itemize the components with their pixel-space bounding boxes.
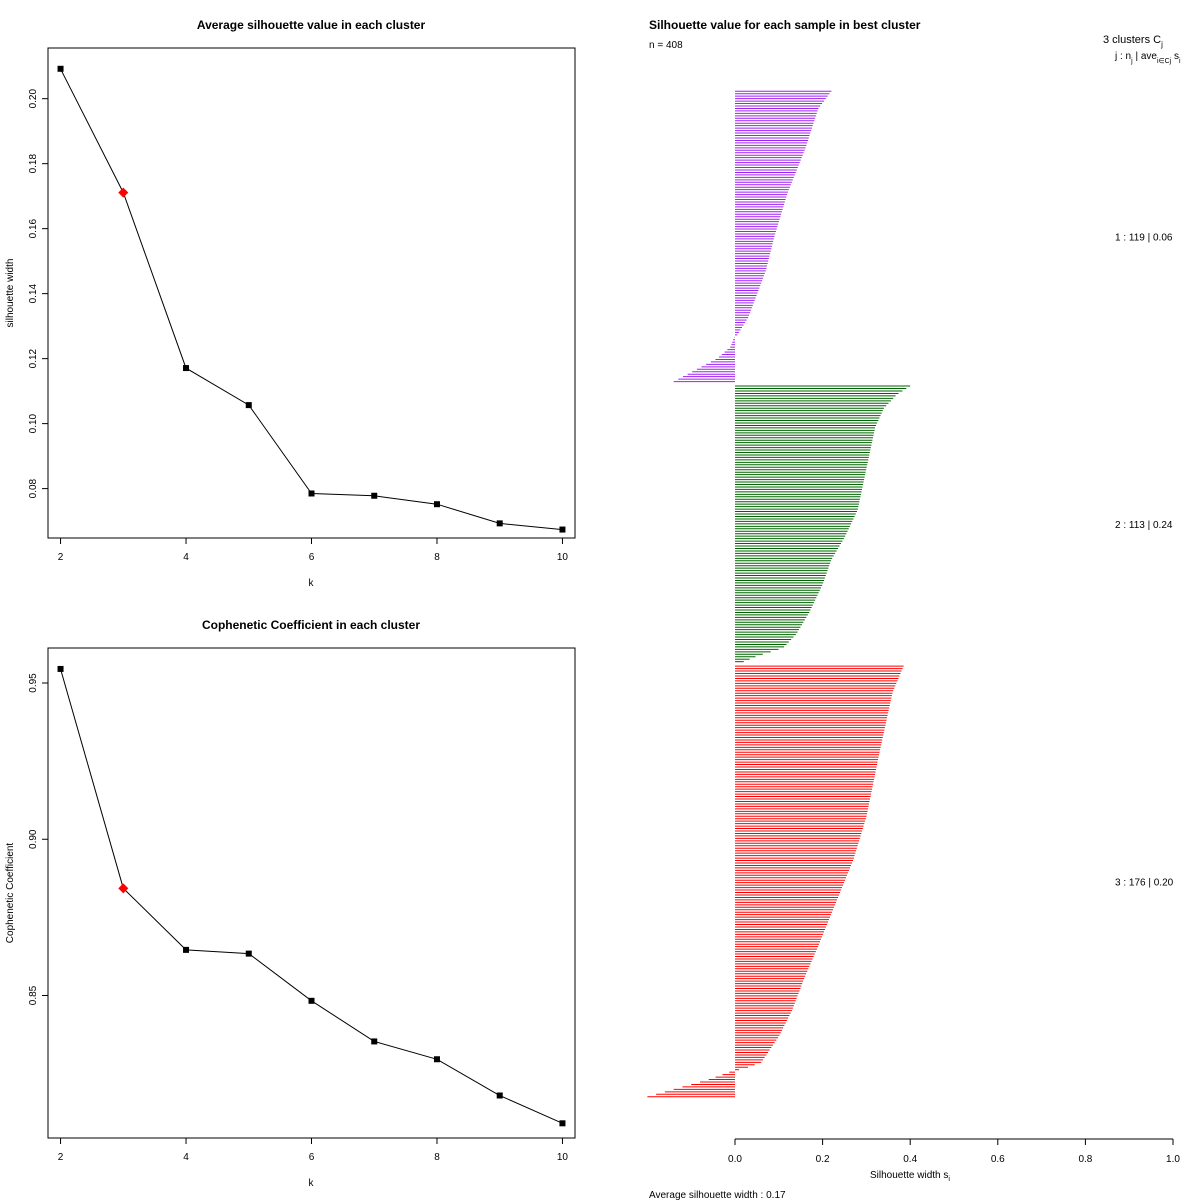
c1-data-point xyxy=(371,492,378,499)
c2-data-point xyxy=(371,1038,378,1045)
chart2-title: Cophenetic Coefficient in each cluster xyxy=(202,618,420,632)
c2-data-point xyxy=(245,950,252,957)
c1-data-point xyxy=(496,520,503,527)
chart3-n-label: n = 408 xyxy=(649,40,683,51)
c2-x-tick-label: 6 xyxy=(309,1152,315,1163)
c1-y-tick-label: 0.18 xyxy=(28,154,39,174)
c1-x-tick-label: 10 xyxy=(557,552,569,563)
c1-data-point xyxy=(57,65,64,72)
c2-data-point xyxy=(183,946,190,953)
c1-data-point xyxy=(245,402,252,409)
cluster-label: 1 : 119 | 0.06 xyxy=(1115,232,1173,243)
c1-y-tick-label: 0.16 xyxy=(28,218,39,238)
c2-y-tick-label: 0.95 xyxy=(28,673,39,693)
c1-y-tick-label: 0.10 xyxy=(28,413,39,433)
c2-data-point xyxy=(433,1056,440,1063)
chart1-y-label: silhouette width xyxy=(5,259,16,328)
chart3-x-tick-label: 0.6 xyxy=(991,1154,1005,1165)
c1-x-tick-label: 2 xyxy=(58,552,64,563)
chart1-y-axis: 0.08 0.10 0.12 0.14 0.16 0.18 0.20 xyxy=(28,89,48,498)
chart3-x-tick-label: 0.0 xyxy=(728,1154,742,1165)
cluster-label: 3 : 176 | 0.20 xyxy=(1115,877,1174,888)
c1-y-tick-label: 0.12 xyxy=(28,348,39,368)
chart2-y-label: Cophenetic Coefficient xyxy=(5,843,16,944)
chart3-x-tick-label: 0.4 xyxy=(903,1154,917,1165)
chart3-x-tick-label: 0.8 xyxy=(1078,1154,1092,1165)
c1-x-tick-label: 8 xyxy=(434,552,440,563)
cluster-label: 2 : 113 | 0.24 xyxy=(1115,520,1173,531)
chart3-average-summary: Average silhouette width : 0.17 xyxy=(649,1190,786,1200)
c2-x-tick-label: 10 xyxy=(557,1152,569,1163)
c2-x-tick-label: 2 xyxy=(58,1152,64,1163)
c1-y-tick-label: 0.20 xyxy=(28,89,39,109)
c1-y-tick-label: 0.14 xyxy=(28,283,39,303)
c1-highlight-point xyxy=(118,187,129,198)
chart2-y-axis: 0.85 0.90 0.95 xyxy=(28,673,48,1005)
c1-y-tick-label: 0.08 xyxy=(28,478,39,498)
silhouette-line-chart: Average silhouette value in each cluster… xyxy=(5,18,576,589)
chart3-x-label: Silhouette width si xyxy=(870,1170,950,1183)
c1-x-tick-label: 4 xyxy=(183,552,189,563)
chart3-cluster-labels: 1 : 119 | 0.06 2 : 113 | 0.24 3 : 176 | 0.… xyxy=(1115,232,1174,888)
chart1-x-label: k xyxy=(309,578,315,589)
chart3-x-axis: 0.0 0.2 0.4 0.6 0.8 1.0 xyxy=(728,1139,1180,1165)
c2-x-tick-label: 8 xyxy=(434,1152,440,1163)
c1-x-tick-label: 6 xyxy=(309,552,315,563)
c2-highlight-point xyxy=(118,883,129,894)
chart3-legend-header: 3 clusters Cj xyxy=(1103,34,1163,49)
c2-data-point xyxy=(57,665,64,672)
c2-y-tick-label: 0.85 xyxy=(28,985,39,1005)
cophenetic-line-chart: Cophenetic Coefficient in each cluster 2… xyxy=(5,618,576,1189)
chart2-x-axis: 2 4 6 8 10 xyxy=(58,1138,569,1163)
c2-data-point xyxy=(308,997,315,1004)
c2-y-tick-label: 0.90 xyxy=(28,829,39,849)
silhouette-bar-plot: Silhouette value for each sample in best… xyxy=(647,18,1181,1200)
chart3-x-tick-label: 1.0 xyxy=(1166,1154,1180,1165)
c1-data-point xyxy=(433,501,440,508)
chart3-title: Silhouette value for each sample in best… xyxy=(649,18,921,32)
chart2-points xyxy=(57,665,566,1127)
chart3-bars xyxy=(647,90,911,1098)
chart1-title: Average silhouette value in each cluster xyxy=(197,18,426,32)
chart1-plot-frame xyxy=(47,47,576,539)
c2-data-point xyxy=(496,1092,503,1099)
chart1-series-line xyxy=(60,68,563,531)
chart3-legend-subheader: j : nj | avei∈Cj si xyxy=(1114,51,1181,65)
chart2-x-label: k xyxy=(309,1178,315,1189)
chart2-plot-frame xyxy=(47,647,576,1139)
c1-data-point xyxy=(559,526,566,533)
c1-data-point xyxy=(308,490,315,497)
chart3-x-tick-label: 0.2 xyxy=(816,1154,830,1165)
c2-data-point xyxy=(559,1120,566,1127)
c2-x-tick-label: 4 xyxy=(183,1152,189,1163)
chart1-points xyxy=(57,65,566,533)
chart1-x-axis: 2 4 6 8 10 xyxy=(58,538,569,563)
chart2-series-line xyxy=(60,668,563,1124)
c1-data-point xyxy=(183,365,190,372)
